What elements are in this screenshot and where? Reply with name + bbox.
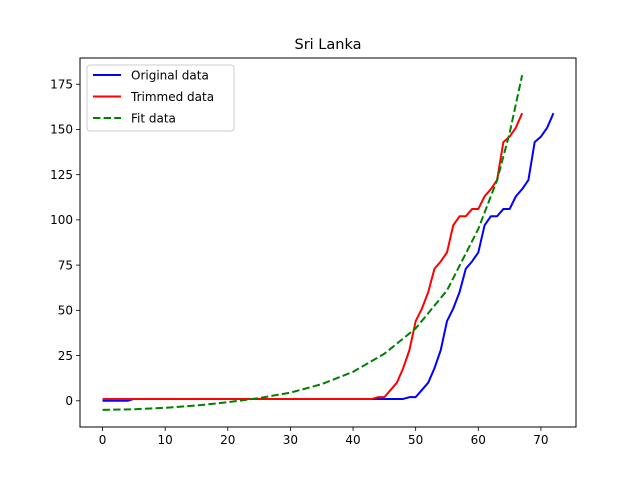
legend-label: Fit data <box>131 111 176 125</box>
y-tick-label: 175 <box>50 78 73 92</box>
y-tick-label: 25 <box>58 349 73 363</box>
y-tick-label: 100 <box>50 213 73 227</box>
x-tick-label: 70 <box>533 433 548 447</box>
y-tick-label: 150 <box>50 123 73 137</box>
y-axis: 0 25 50 75 100 125 150 175 <box>50 78 80 408</box>
series-line-1 <box>102 112 555 402</box>
y-tick-label: 50 <box>58 304 73 318</box>
plot-area <box>102 74 555 411</box>
y-tick-label: 125 <box>50 168 73 182</box>
x-tick-label: 50 <box>408 433 423 447</box>
x-tick-label: 20 <box>220 433 235 447</box>
x-tick-label: 60 <box>471 433 486 447</box>
x-tick-label: 0 <box>99 433 107 447</box>
axes-frame <box>79 57 577 428</box>
y-tick-label: 0 <box>65 394 73 408</box>
legend-label: Trimmed data <box>130 90 214 104</box>
x-tick-label: 40 <box>345 433 360 447</box>
x-axis: 0 10 20 30 40 50 60 70 <box>99 427 549 447</box>
x-tick-label: 30 <box>283 433 298 447</box>
y-tick-label: 75 <box>58 258 73 272</box>
x-tick-label: 10 <box>158 433 173 447</box>
chart-title: Sri Lanka <box>295 37 362 53</box>
series-line-3 <box>102 74 524 411</box>
legend: Original data Trimmed data Fit data <box>86 64 235 132</box>
legend-label: Original data <box>131 68 209 82</box>
legend-box <box>86 64 235 132</box>
